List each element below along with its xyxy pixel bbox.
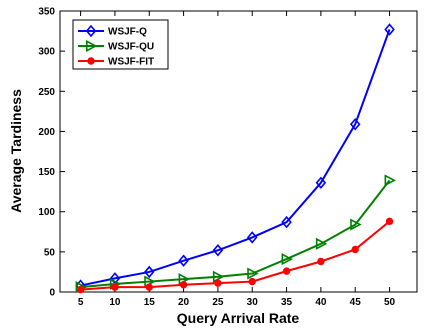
data-point (385, 217, 394, 226)
data-point (145, 283, 153, 291)
data-point (76, 285, 85, 294)
x-tick-label: 10 (109, 297, 121, 308)
data-point (281, 253, 293, 266)
y-axis-title: Average Tardiness (8, 89, 24, 213)
data-point (384, 23, 395, 36)
legend-item: WSJF-Q (78, 24, 147, 38)
data-point (384, 174, 396, 187)
legend-marker (86, 39, 98, 53)
legend-label: WSJF-QU (108, 42, 154, 53)
x-tick-label: 25 (212, 297, 224, 308)
data-point (247, 267, 259, 280)
x-tick-label: 15 (144, 297, 156, 308)
x-tick-label: 5 (78, 297, 84, 308)
series-wsjf-fit (76, 217, 394, 294)
x-tick-label: 45 (350, 297, 362, 308)
data-point (111, 283, 119, 291)
x-tick-label: 50 (384, 297, 396, 308)
y-tick-label: 50 (44, 247, 56, 258)
data-point (178, 254, 189, 267)
data-point (179, 281, 188, 289)
y-tick-label: 350 (38, 7, 55, 18)
legend-label: WSJF-Q (108, 27, 147, 38)
x-tick-label: 40 (315, 297, 327, 308)
data-point (315, 176, 327, 190)
data-point (350, 218, 362, 231)
y-tick-label: 300 (38, 47, 55, 58)
data-point (212, 244, 224, 257)
x-axis-ticks: 5 10 15 20 25 30 35 40 45 50 (78, 11, 396, 308)
data-point (214, 279, 222, 287)
y-tick-label: 0 (49, 288, 55, 299)
y-tick-label: 200 (38, 127, 55, 138)
series-layer (75, 23, 396, 294)
data-point (351, 245, 359, 254)
x-tick-label: 35 (281, 297, 293, 308)
series-wsjf-qu (75, 174, 396, 294)
series-line (80, 220, 391, 291)
y-tick-label: 150 (38, 167, 55, 178)
legend-marker (85, 24, 97, 38)
series-line (80, 179, 391, 289)
y-tick-label: 250 (38, 87, 55, 98)
series-wsjf-q (75, 23, 395, 292)
y-tick-label: 100 (38, 207, 55, 218)
legend-item: WSJF-QU (78, 39, 154, 53)
data-point (281, 215, 292, 229)
legend-item: WSJF-FIT (78, 57, 154, 68)
y-axis-ticks: 0 50 100 150 200 250 300 350 (38, 7, 417, 299)
x-tick-label: 30 (247, 297, 259, 308)
data-point (246, 231, 258, 244)
data-point (317, 257, 325, 266)
data-point (144, 265, 155, 279)
legend: WSJF-Q WSJF-QU WSJF-FIT (72, 19, 169, 70)
data-point (212, 270, 225, 283)
data-point (248, 277, 256, 286)
data-point (349, 117, 361, 131)
legend-label: WSJF-FIT (108, 57, 154, 68)
data-point (315, 237, 328, 250)
x-axis-title: Query Arrival Rate (177, 310, 300, 326)
x-tick-label: 20 (178, 297, 190, 308)
data-point (282, 267, 291, 275)
series-line (80, 29, 391, 287)
legend-marker (87, 57, 95, 65)
